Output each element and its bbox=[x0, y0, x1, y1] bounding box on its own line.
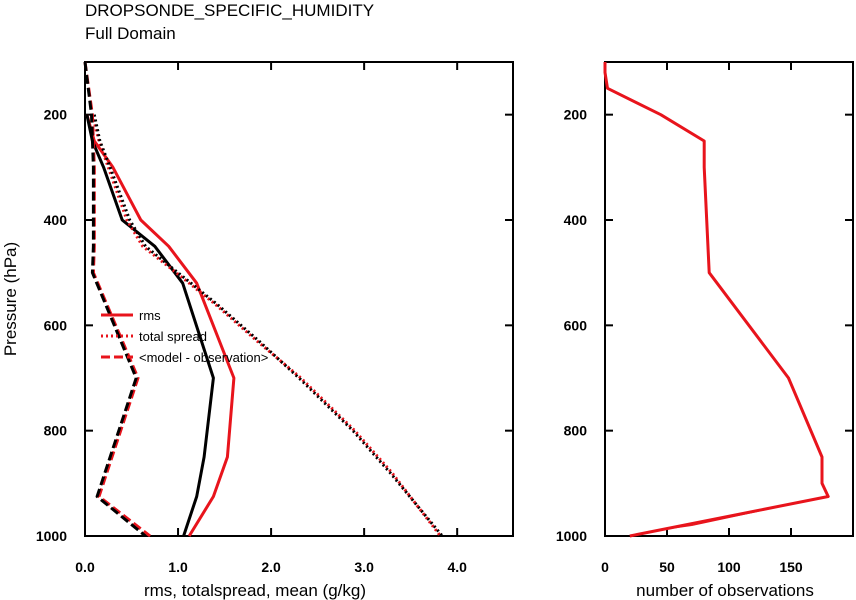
x-tick-label: 3.0 bbox=[354, 559, 374, 575]
y-tick-label: 400 bbox=[44, 212, 68, 228]
right-tick-labels: 0 50 100 150 200 400 600 800 1000 bbox=[556, 107, 803, 575]
left-plot-frame bbox=[84, 61, 514, 537]
right-series bbox=[603, 62, 830, 538]
series-line-solid bbox=[654, 496, 826, 532]
x-tick-label: 100 bbox=[717, 559, 741, 575]
x-tick-label: 0.0 bbox=[75, 559, 95, 575]
y-tick-label: 600 bbox=[564, 317, 588, 333]
y-tick-label: 400 bbox=[564, 212, 588, 228]
y-axis-label: Pressure (hPa) bbox=[1, 242, 20, 356]
right-panel: 0 50 100 150 200 400 600 800 1000 number of obse… bbox=[556, 61, 854, 600]
legend-label: rms bbox=[139, 308, 161, 323]
x-tick-label: 150 bbox=[779, 559, 803, 575]
legend-label: total spread bbox=[139, 329, 207, 344]
x-tick-label: 0 bbox=[601, 559, 609, 575]
left-ticks bbox=[84, 62, 513, 537]
series-line-dashed bbox=[83, 61, 147, 538]
y-tick-label: 1000 bbox=[556, 528, 587, 544]
chart-subtitle: Full Domain bbox=[85, 24, 176, 43]
y-tick-label: 200 bbox=[44, 107, 68, 123]
x-tick-label: 50 bbox=[659, 559, 675, 575]
legend-label: <model - observation> bbox=[139, 350, 268, 365]
series-line-dotted bbox=[92, 114, 444, 537]
x-tick-label: 1.0 bbox=[168, 559, 188, 575]
left-series bbox=[83, 61, 444, 538]
chart-title: DROPSONDE_SPECIFIC_HUMIDITY bbox=[85, 1, 374, 20]
y-tick-label: 600 bbox=[44, 317, 68, 333]
left-tick-labels: 0.0 1.0 2.0 3.0 4.0 200 400 600 800 1000 bbox=[36, 107, 467, 575]
y-tick-label: 1000 bbox=[36, 528, 67, 544]
series-line-solid bbox=[603, 62, 830, 538]
y-tick-label: 800 bbox=[44, 423, 68, 439]
x-tick-label: 2.0 bbox=[261, 559, 281, 575]
series-line-rms bbox=[85, 114, 236, 537]
x-tick-label: 4.0 bbox=[447, 559, 467, 575]
right-x-axis-label: number of observations bbox=[636, 581, 814, 600]
series-line-total-spread bbox=[90, 114, 442, 537]
y-tick-label: 800 bbox=[564, 423, 588, 439]
right-ticks bbox=[604, 62, 853, 537]
legend: rms total spread <model - observation> bbox=[101, 308, 268, 365]
y-tick-label: 200 bbox=[564, 107, 588, 123]
series-line-model-observation bbox=[83, 61, 152, 538]
left-x-axis-label: rms, totalspread, mean (g/kg) bbox=[144, 581, 366, 600]
left-panel: 0.0 1.0 2.0 3.0 4.0 200 400 600 800 1000 rms total… bbox=[1, 61, 514, 600]
